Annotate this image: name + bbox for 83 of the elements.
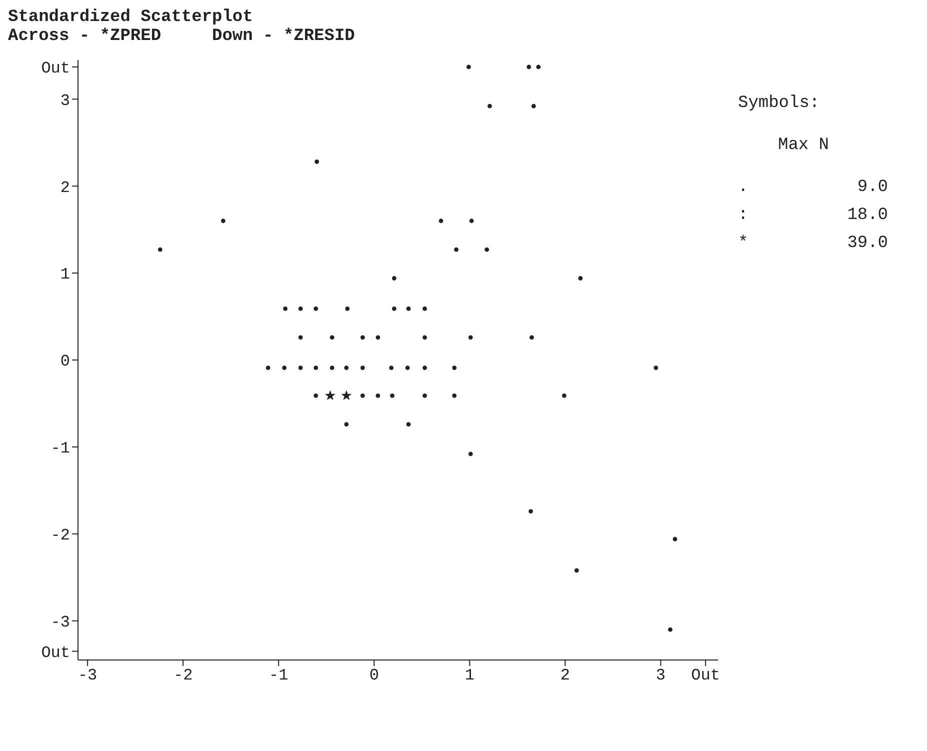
point (530, 335, 534, 340)
point (283, 306, 288, 311)
point (654, 366, 658, 370)
point (266, 366, 270, 370)
point (341, 390, 352, 400)
point (298, 306, 303, 311)
y-tick-label: 1 (60, 266, 70, 284)
point (392, 276, 396, 280)
x-tick-label: -2 (173, 666, 193, 684)
point (314, 306, 318, 311)
y-tick-label: 0 (60, 352, 70, 371)
point (526, 64, 532, 70)
y-tick-label: -1 (50, 440, 70, 458)
text: 18.0 (846, 205, 888, 227)
x-tick-label: 0 (369, 666, 379, 684)
point (220, 218, 226, 224)
text: . (738, 177, 750, 199)
point (468, 452, 473, 456)
point (484, 247, 490, 252)
point (452, 366, 457, 370)
point (574, 568, 579, 573)
point (389, 366, 394, 370)
point (406, 306, 411, 311)
point (422, 306, 427, 311)
point (344, 422, 349, 427)
x-tick-label: -1 (268, 666, 288, 684)
point (488, 104, 492, 108)
point (438, 218, 444, 224)
point (324, 390, 336, 400)
point (531, 104, 536, 108)
point (422, 366, 427, 370)
point (345, 306, 350, 311)
point (158, 247, 162, 252)
point (562, 393, 566, 398)
x-tick-label: 3 (656, 666, 666, 684)
point (469, 218, 474, 224)
text: * (738, 233, 750, 255)
point (314, 160, 320, 164)
point (668, 627, 672, 632)
y-tick-label: 2 (60, 178, 70, 197)
point (330, 335, 334, 340)
text: 9.0 (856, 177, 888, 199)
point (282, 366, 287, 370)
point (330, 366, 334, 370)
x-tick-label: 2 (560, 666, 570, 684)
point (422, 393, 427, 398)
point (405, 366, 410, 370)
point (528, 509, 533, 514)
point (672, 536, 678, 542)
x-tick-label: -3 (78, 666, 98, 684)
chart-title: Standardized Scatterplot (8, 8, 254, 27)
point (298, 366, 303, 370)
point (390, 393, 394, 398)
point (376, 393, 380, 398)
point (314, 366, 318, 370)
point (536, 64, 541, 70)
point (360, 393, 365, 398)
point (344, 366, 349, 370)
point (468, 335, 473, 340)
point (298, 335, 303, 340)
text: : (738, 205, 750, 227)
point (314, 393, 318, 398)
y-tick-label: 3 (60, 92, 70, 110)
point (422, 335, 427, 340)
point (360, 335, 365, 340)
text: Max N (778, 135, 830, 157)
y-tick-label: Out (41, 644, 70, 662)
x-tick-label: 1 (464, 666, 474, 684)
x-tick-label: Out (691, 666, 720, 684)
point (452, 393, 457, 398)
y-tick-label: -3 (50, 614, 70, 632)
y-tick-label: -2 (50, 526, 70, 545)
point (466, 64, 471, 70)
point (392, 306, 396, 311)
point (360, 366, 365, 370)
point (454, 247, 458, 252)
text: 39.0 (846, 233, 888, 255)
text: Symbols: (738, 93, 821, 115)
chart-subtitle: Across - *ZPRED Down - *ZRESID (8, 27, 356, 46)
y-tick-label: Out (41, 60, 70, 78)
point (376, 335, 380, 340)
point (578, 276, 583, 280)
point (406, 422, 411, 427)
